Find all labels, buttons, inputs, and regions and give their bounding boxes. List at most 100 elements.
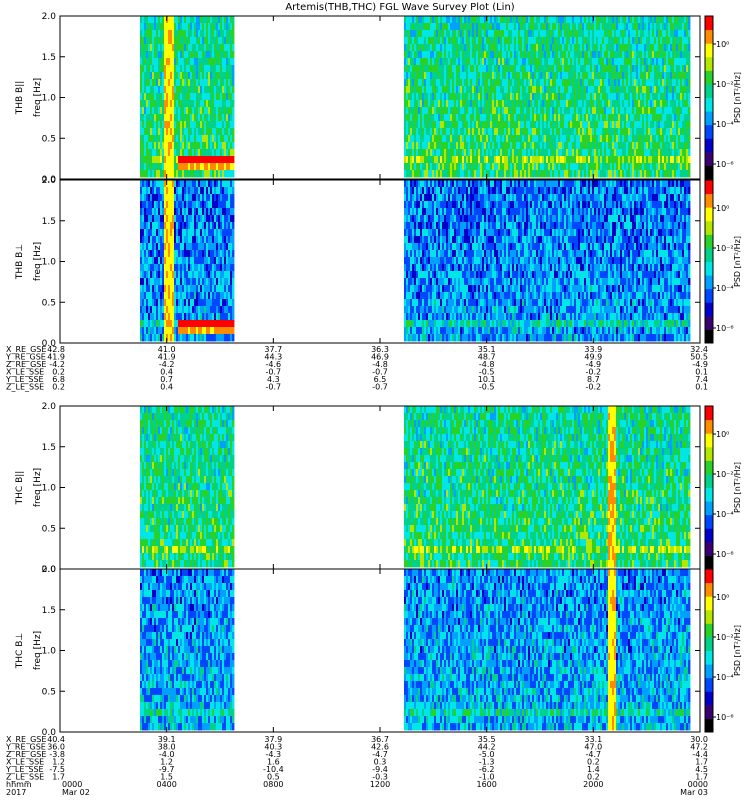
ephemeris-label: Z_RE_GSE [6, 360, 46, 369]
colorbar-segment [705, 514, 713, 529]
ephemeris-value: 42.6 [371, 743, 389, 752]
ephemeris-value: -3.8 [49, 750, 65, 759]
x-tick-label: 0000 [62, 780, 82, 789]
colorbar-tick-label: 10⁻² [716, 470, 734, 479]
y-tick-label: 2.0 [42, 565, 57, 575]
ephemeris-value: -0.3 [372, 773, 388, 782]
ephemeris-value: 38.0 [158, 743, 176, 752]
probe-label: THB B⊥ [15, 244, 25, 280]
colorbar-segment [705, 302, 713, 317]
ephemeris-value: 1.7 [52, 773, 65, 782]
ephemeris-value: -6.2 [479, 765, 495, 774]
ephemeris-value: -4.4 [692, 750, 708, 759]
colorbar-segment [705, 275, 713, 290]
y-tick-label: 0.0 [42, 565, 57, 575]
y-tick-label: 0.0 [42, 339, 57, 349]
y-tick-label: 1.0 [42, 94, 57, 104]
ephemeris-value: 40.3 [264, 743, 282, 752]
ephemeris-value: -4.7 [372, 750, 388, 759]
ephemeris-label: X_LE_SSE [6, 368, 44, 377]
ephemeris-label: X_LE_SSE [6, 758, 44, 767]
ephemeris-value: 50.5 [690, 353, 708, 362]
ephemeris-value: 0.1 [695, 383, 708, 392]
x-tick-label: 2000 [583, 780, 603, 789]
colorbar-segment [705, 582, 713, 597]
ephemeris-value: -4.6 [266, 360, 282, 369]
ephemeris-value: 1.7 [695, 758, 708, 767]
x-row-label: 2017 [6, 788, 26, 797]
ephemeris-value: -9.4 [372, 765, 388, 774]
ephemeris-value: 10.1 [478, 375, 496, 384]
spectrogram-thb-bpar [140, 16, 691, 178]
ephemeris-value: 47.0 [584, 743, 602, 752]
ephemeris-value: 47.2 [690, 743, 708, 752]
ephemeris-value: 4.3 [267, 375, 280, 384]
ephemeris-value: 41.9 [158, 353, 176, 362]
ephemeris-label: Z_RE_GSE [6, 750, 46, 759]
ephemeris-value: 42.8 [47, 345, 65, 354]
ephemeris-value: 0.3 [374, 758, 387, 767]
colorbar-segment [705, 487, 713, 502]
probe-label: THB B|| [15, 81, 25, 116]
y-tick-label: 1.0 [42, 647, 57, 657]
colorbar-tick-label: 10⁰ [716, 430, 729, 439]
colorbar-segment [705, 555, 713, 570]
colorbar-segment [705, 151, 713, 166]
y-tick-label: 2.0 [42, 12, 57, 22]
ephemeris-value: 36.3 [371, 345, 389, 354]
ephemeris-value: 41.9 [47, 353, 65, 362]
ephemeris-value: 32.4 [690, 345, 708, 354]
colorbar-label: PSD [nT²/Hz] [733, 462, 742, 513]
colorbar: 10⁰ 10⁻² 10⁻⁴ 10⁻⁶ PSD [nT²/Hz] [704, 15, 742, 180]
ephemeris-value: 7.4 [695, 375, 708, 384]
ephemeris-value: 1.6 [267, 758, 280, 767]
colorbar-tick-label: 10⁻² [716, 633, 734, 642]
ephemeris-value: -4.2 [159, 360, 175, 369]
ephemeris-value: -4.2 [49, 360, 65, 369]
ephemeris-value: -0.2 [586, 383, 602, 392]
y-axis-label: freq [Hz] [33, 242, 43, 281]
colorbar-segment [705, 446, 713, 461]
ephemeris-value: -0.7 [266, 383, 282, 392]
colorbar-tick-label: 10⁻² [716, 80, 734, 89]
colorbar-segment [705, 650, 713, 665]
colorbar-segment [705, 124, 713, 139]
ephemeris-value: 41.0 [158, 345, 176, 354]
ephemeris-tables: X_RE_GSEY_RE_GSEZ_RE_GSEX_LE_SSEY_LE_SSE… [5, 345, 708, 782]
ephemeris-value: 49.9 [584, 353, 602, 362]
colorbar-tick-label: 10⁻⁴ [716, 120, 734, 129]
ephemeris-value: 1.2 [52, 758, 65, 767]
ephemeris-value: 8.7 [587, 375, 600, 384]
probe-label: THC B⊥ [15, 633, 25, 670]
colorbar-label: PSD [nT²/Hz] [733, 236, 742, 287]
colorbar: 10⁰ 10⁻² 10⁻⁴ 10⁻⁶ PSD [nT²/Hz] [704, 179, 742, 344]
y-tick-label: 1.5 [42, 443, 56, 453]
probe-label: THC B|| [15, 471, 25, 506]
plot-title: Artemis(THB,THC) FGL Wave Survey Plot (L… [285, 2, 514, 13]
ephemeris-value: -0.5 [479, 368, 495, 377]
colorbar-tick-label: 10⁻⁶ [716, 160, 734, 169]
ephemeris-label: X_RE_GSE [6, 735, 46, 744]
colorbar-segment [705, 541, 713, 556]
colorbar-tick-label: 10⁻² [716, 244, 734, 253]
spectrogram-thc-bperp [140, 569, 691, 731]
ephemeris-label: Y_RE_GSE [5, 743, 46, 752]
colorbar-segment [705, 165, 713, 180]
colorbar-label: PSD [nT²/Hz] [733, 625, 742, 676]
colorbar-segment [705, 623, 713, 638]
y-axis-label: freq [Hz] [33, 631, 43, 670]
ephemeris-value: 36.0 [47, 743, 65, 752]
colorbar-segment [705, 501, 713, 516]
ephemeris-value: 0.1 [695, 368, 708, 377]
colorbar-segment [705, 315, 713, 330]
colorbar-tick-label: 10⁻⁶ [716, 550, 734, 559]
ephemeris-value: -4.7 [586, 750, 602, 759]
x-tick-label: 0800 [263, 780, 283, 789]
ephemeris-value: 37.9 [264, 735, 282, 744]
colorbar-segment [705, 220, 713, 235]
colorbar-segment [705, 691, 713, 706]
colorbar-segment [705, 138, 713, 153]
ephemeris-value: -1.3 [479, 758, 495, 767]
